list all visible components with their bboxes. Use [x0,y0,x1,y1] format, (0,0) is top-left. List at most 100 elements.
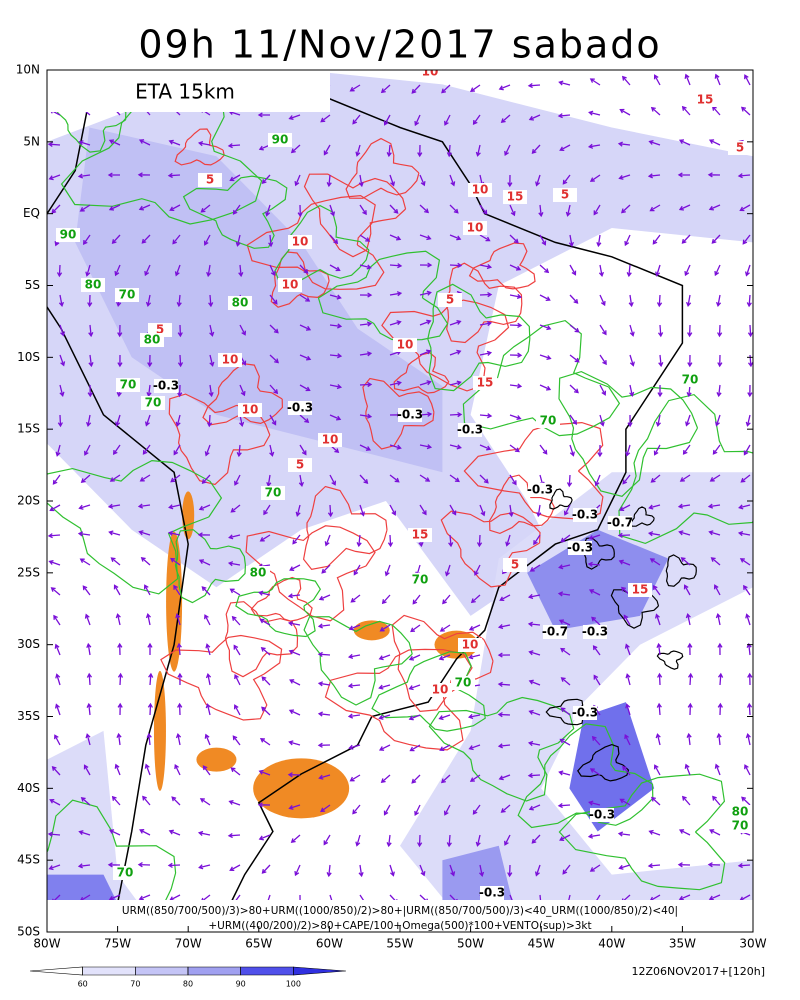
wind-arrow [593,204,601,216]
wind-arrow [472,114,481,126]
wind-arrow [299,414,310,424]
contour-label-bg [228,296,252,310]
lat-label: 25S [17,565,40,579]
wind-arrow [268,234,274,248]
wind-arrow [140,556,151,566]
wind-arrow [381,594,391,605]
wind-arrow [558,770,571,776]
wind-arrow [144,264,151,277]
wind-arrow [112,444,121,456]
wind-arrow [419,474,431,482]
wind-arrow [239,324,247,336]
wind-arrow [653,74,661,86]
wind-arrow [318,774,331,780]
wind-arrow [687,672,694,686]
wind-arrow [348,744,361,750]
wind-arrow [209,324,215,337]
contour-line [577,743,630,782]
wind-arrow [146,384,152,398]
wind-arrow [747,672,753,686]
wind-arrow [48,864,61,871]
wind-arrow [408,654,421,661]
wind-arrow [596,234,602,248]
wind-arrow [299,324,312,331]
wind-arrow [320,114,331,123]
wind-arrow [684,73,691,86]
humidity-shading [75,127,443,473]
wind-arrow [592,645,601,656]
wind-arrow [441,84,451,94]
wind-arrow [198,504,211,511]
contour-label-bg [608,516,632,530]
wind-arrow [115,414,121,427]
wind-arrow [617,532,631,538]
wind-arrow [329,414,342,421]
wind-arrow [657,324,664,338]
wind-arrow [206,414,213,428]
wind-arrow [117,324,123,338]
contour-label-bg [398,408,422,422]
wind-arrow [117,642,123,656]
contour-label-bg [573,706,597,720]
wind-arrow [228,799,241,806]
wind-arrow [56,264,63,278]
contour-label-bg [583,625,607,639]
wind-arrow [627,414,633,428]
wind-arrow [269,444,275,457]
wind-arrow [588,800,601,806]
contour-line [160,634,283,721]
contour-label: -0.3 [457,423,483,437]
wind-arrow [559,738,571,746]
wind-arrow [389,474,400,483]
contour-label-bg [288,458,312,472]
wind-arrow [714,73,721,86]
wind-arrow [569,264,577,276]
wind-arrow [168,139,181,146]
wind-arrow [414,114,421,127]
cape-patch [253,758,350,819]
colorbar-swatch [187,966,241,976]
wind-arrow [59,384,65,397]
wind-arrow [448,534,454,548]
wind-arrow [558,80,571,86]
contour-line [427,283,531,392]
wind-arrow [625,703,631,716]
wind-arrow [538,204,544,218]
wind-arrow [624,643,631,656]
wind-arrow [566,474,573,488]
wind-arrow [648,139,661,146]
wind-arrow [379,624,391,632]
wind-arrow [588,110,601,116]
wind-arrow [228,534,241,540]
wind-arrow [261,174,271,185]
wind-arrow [197,830,211,836]
wind-arrow [560,534,571,543]
colorbar-swatch [240,966,294,976]
wind-arrow [202,765,211,776]
wind-arrow [260,646,271,656]
wind-arrow [145,612,151,626]
lon-label: 60W [316,937,343,951]
contour-line [317,250,449,341]
lat-label: 45S [17,853,40,867]
wind-arrow [687,642,693,656]
wind-arrow [359,234,371,242]
wind-arrow [507,174,513,188]
wind-arrow [109,474,121,482]
wind-arrow [710,557,721,566]
wind-arrow [449,504,457,516]
colorbar-swatch [82,966,136,976]
wind-arrow [717,702,723,716]
contour-label-bg [238,403,262,417]
wind-arrow [137,172,151,178]
cape-patch [353,620,390,641]
wind-arrow [269,384,279,395]
wind-arrow [677,172,691,178]
wind-arrow [712,795,721,806]
wind-arrow [204,614,211,626]
contour-label-bg [141,396,165,410]
lon-label: 70W [175,937,202,951]
wind-arrow [389,291,403,297]
wind-arrow [746,642,752,656]
contour-label-bg [628,583,652,597]
